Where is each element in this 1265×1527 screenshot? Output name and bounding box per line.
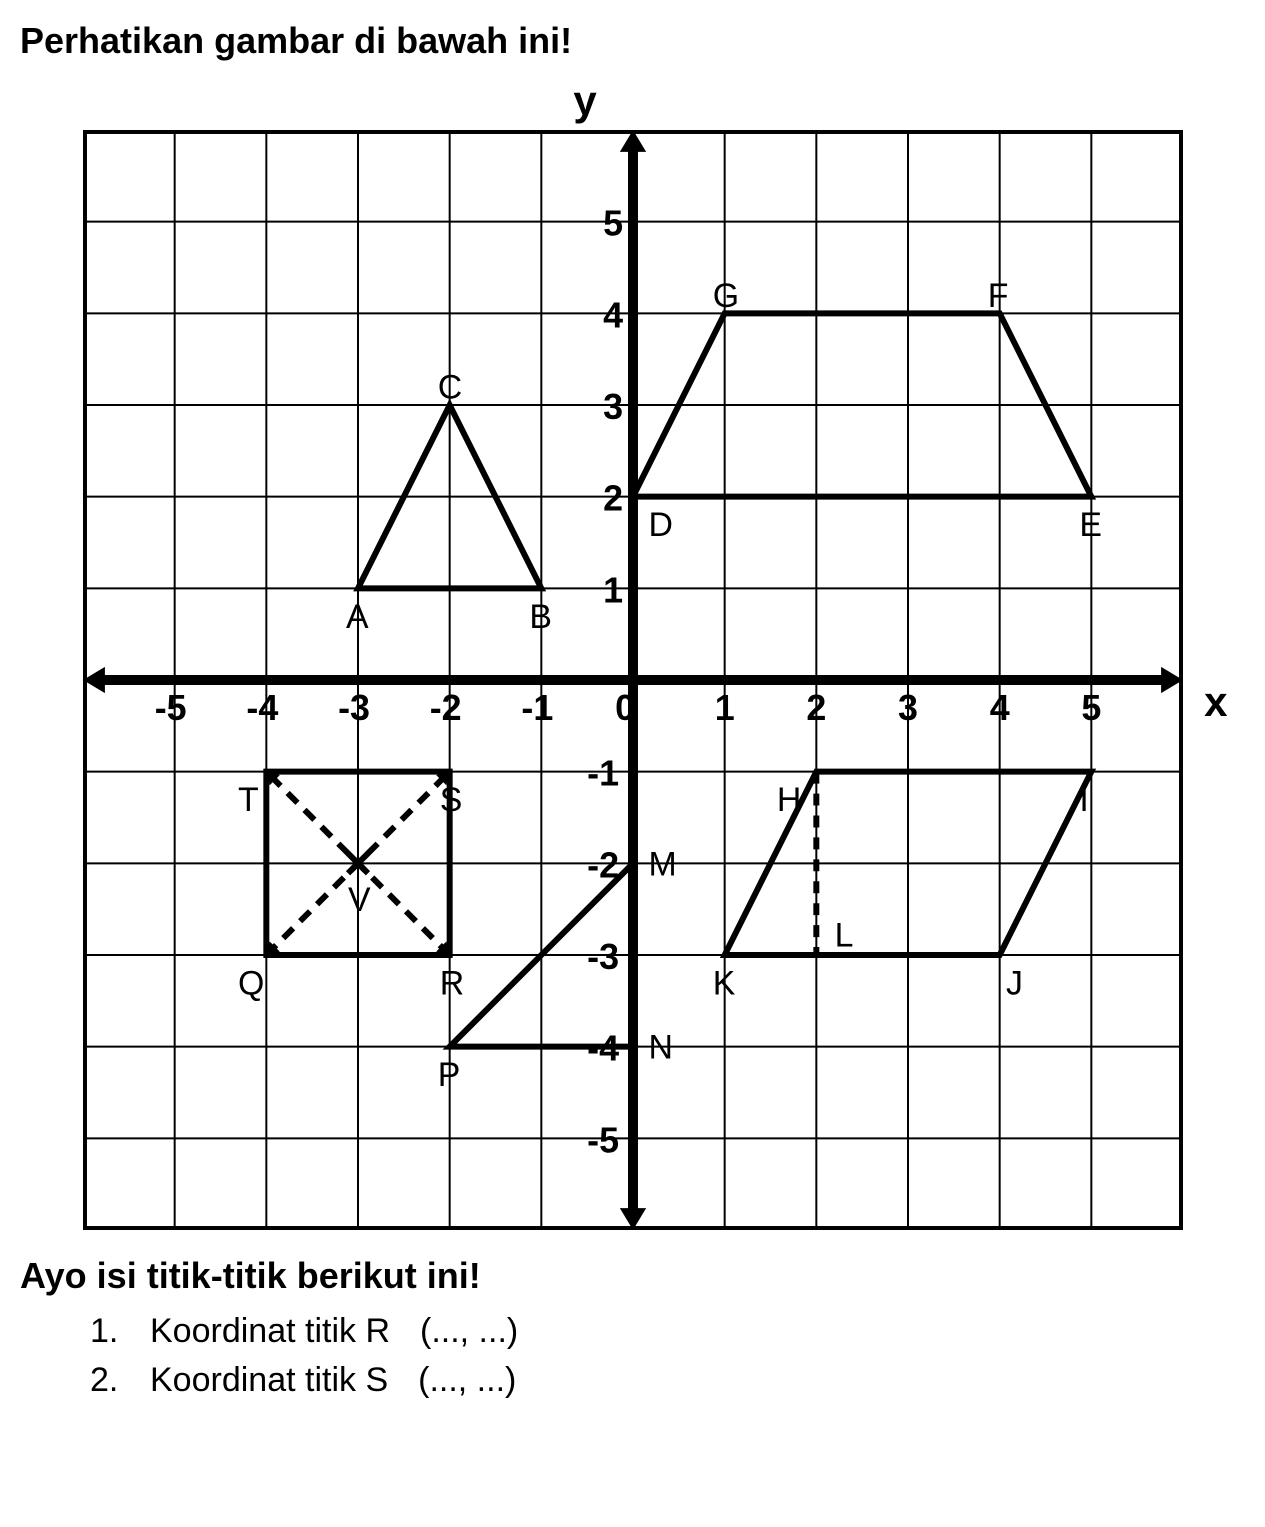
svg-text:B: B — [529, 598, 552, 636]
svg-text:R: R — [439, 964, 463, 1002]
svg-text:E: E — [1079, 506, 1102, 544]
svg-text:-3: -3 — [338, 688, 370, 728]
q2-coords: (..., ...) — [418, 1361, 516, 1400]
svg-text:-3: -3 — [587, 937, 619, 977]
q2-number: 2. — [90, 1361, 130, 1400]
svg-text:Q: Q — [238, 964, 264, 1002]
svg-text:5: 5 — [603, 204, 623, 244]
svg-text:5: 5 — [1081, 688, 1101, 728]
svg-text:3: 3 — [603, 387, 623, 427]
svg-text:D: D — [648, 506, 672, 544]
svg-text:-2: -2 — [429, 688, 461, 728]
page-title: Perhatikan gambar di bawah ini! — [20, 20, 1245, 62]
svg-text:4: 4 — [989, 688, 1009, 728]
svg-text:S: S — [439, 781, 462, 819]
svg-text:1: 1 — [714, 688, 734, 728]
questions-list: 1. Koordinat titik R (..., ...) 2. Koord… — [90, 1312, 1245, 1400]
q1-text: Koordinat titik R — [150, 1312, 390, 1351]
question-1: 1. Koordinat titik R (..., ...) — [90, 1312, 1245, 1351]
q2-text: Koordinat titik S — [150, 1361, 388, 1400]
q1-number: 1. — [90, 1312, 130, 1351]
svg-text:-5: -5 — [154, 688, 186, 728]
svg-text:A: A — [346, 598, 369, 636]
svg-text:G: G — [712, 277, 738, 315]
x-axis-label: x — [1204, 678, 1227, 726]
svg-text:P: P — [437, 1056, 460, 1094]
svg-text:4: 4 — [603, 295, 623, 335]
svg-text:J: J — [1006, 964, 1023, 1002]
svg-text:H: H — [776, 781, 800, 819]
svg-text:0: 0 — [615, 688, 635, 728]
svg-text:-1: -1 — [521, 688, 553, 728]
svg-text:N: N — [648, 1029, 672, 1067]
svg-text:C: C — [437, 369, 461, 407]
svg-text:T: T — [238, 781, 259, 819]
svg-text:K: K — [712, 964, 735, 1002]
svg-text:-4: -4 — [246, 688, 278, 728]
svg-text:3: 3 — [898, 688, 918, 728]
svg-text:2: 2 — [603, 479, 623, 519]
svg-text:-1: -1 — [587, 754, 619, 794]
svg-text:V: V — [348, 881, 371, 919]
instruction-text: Ayo isi titik-titik berikut ini! — [20, 1255, 1245, 1297]
q1-coords: (..., ...) — [420, 1312, 518, 1351]
svg-text:I: I — [1079, 781, 1088, 819]
y-axis-label: y — [565, 77, 605, 125]
svg-text:F: F — [987, 277, 1008, 315]
svg-text:L: L — [834, 917, 853, 955]
svg-text:1: 1 — [603, 570, 623, 610]
coordinate-graph: 0-5-4-3-2-11234554321-1-2-3-4-5ABCDEFGHI… — [83, 130, 1183, 1235]
svg-text:2: 2 — [806, 688, 826, 728]
question-2: 2. Koordinat titik S (..., ...) — [90, 1361, 1245, 1400]
svg-text:M: M — [648, 845, 676, 883]
svg-text:-5: -5 — [587, 1120, 619, 1160]
